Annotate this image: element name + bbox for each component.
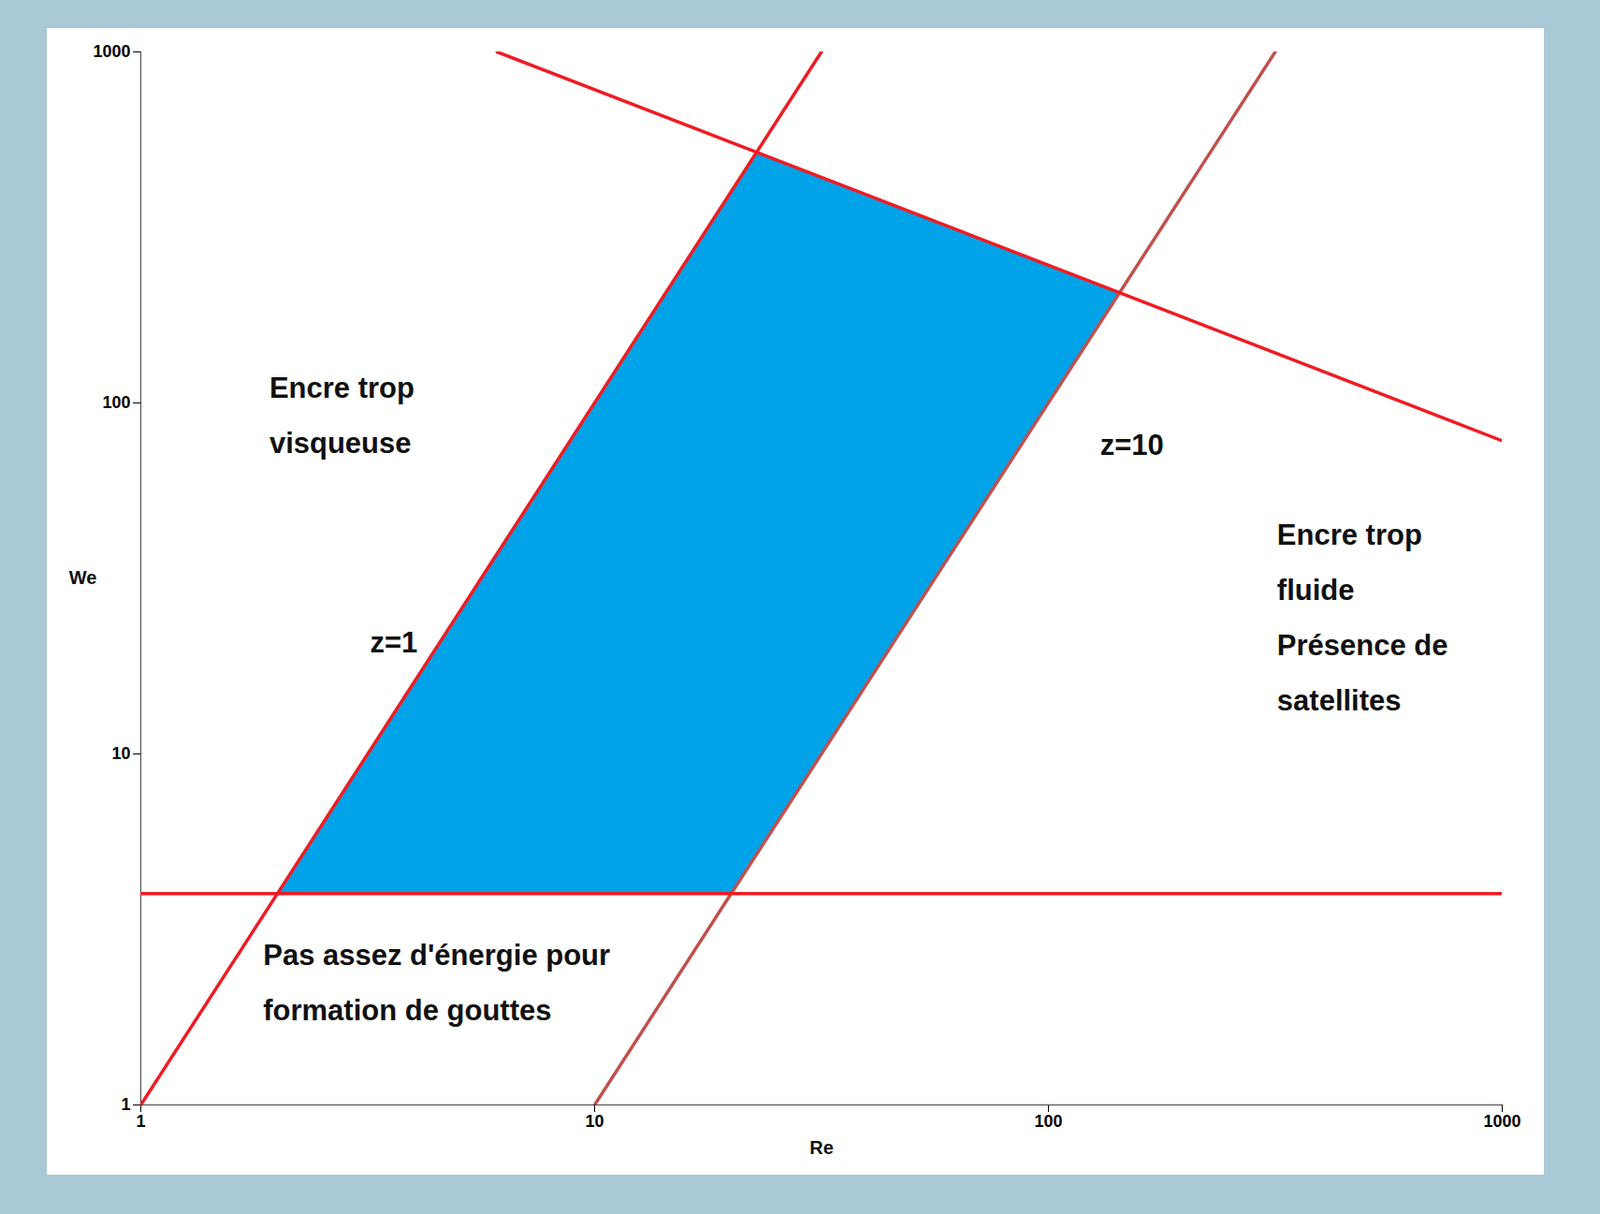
svg-text:10: 10 (584, 1111, 604, 1131)
svg-text:z=10: z=10 (1100, 428, 1164, 462)
svg-text:Encre tropfluidePrésence desat: Encre tropfluidePrésence desatellites (1277, 518, 1449, 717)
svg-text:1: 1 (120, 1094, 131, 1114)
svg-text:We: We (69, 567, 98, 588)
svg-text:z=1: z=1 (369, 625, 418, 659)
svg-text:100: 100 (101, 392, 131, 412)
svg-text:1: 1 (135, 1111, 146, 1131)
svg-text:Pas assez d'énergie pourformat: Pas assez d'énergie pourformation de gou… (262, 938, 611, 1027)
svg-text:Re: Re (809, 1136, 834, 1158)
svg-text:1000: 1000 (92, 42, 131, 61)
svg-text:1000: 1000 (1483, 1111, 1521, 1131)
svg-text:Encre tropvisqueuse: Encre tropvisqueuse (269, 371, 415, 460)
svg-text:100: 100 (1033, 1111, 1062, 1131)
svg-text:10: 10 (111, 743, 131, 763)
